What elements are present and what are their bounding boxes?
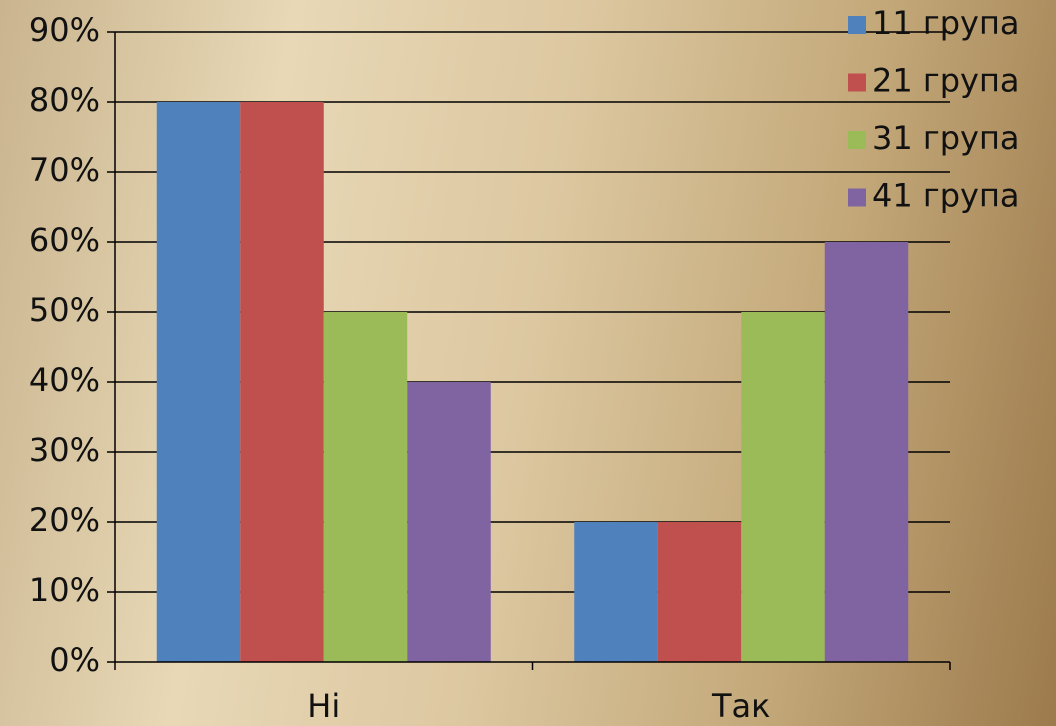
bar [156, 102, 241, 662]
x-tick-label: Так [711, 687, 770, 725]
legend-label: 21 група [872, 62, 1019, 100]
y-tick-label: 30% [29, 431, 100, 469]
bar [824, 242, 909, 662]
y-tick-label: 90% [29, 11, 100, 49]
y-tick-label: 60% [29, 221, 100, 259]
bar [657, 522, 742, 662]
x-tick-label: Ні [307, 687, 340, 725]
legend-swatch [848, 188, 866, 207]
bar [323, 312, 408, 662]
legend-swatch [848, 131, 866, 149]
y-tick-label: 50% [29, 291, 100, 329]
bar [240, 102, 324, 662]
y-tick-label: 20% [29, 501, 100, 539]
bar [574, 522, 658, 662]
y-tick-label: 40% [29, 361, 100, 399]
bar [741, 312, 825, 662]
y-tick-label: 80% [29, 81, 100, 119]
y-tick-label: 10% [29, 571, 100, 609]
y-tick-label: 70% [29, 151, 100, 189]
bar [407, 382, 491, 662]
legend-swatch [848, 16, 866, 34]
y-tick-label: 0% [49, 641, 100, 679]
legend-swatch [848, 73, 866, 92]
legend-label: 11 група [872, 4, 1019, 42]
legend-label: 41 група [872, 177, 1019, 215]
legend-label: 31 група [872, 119, 1019, 157]
